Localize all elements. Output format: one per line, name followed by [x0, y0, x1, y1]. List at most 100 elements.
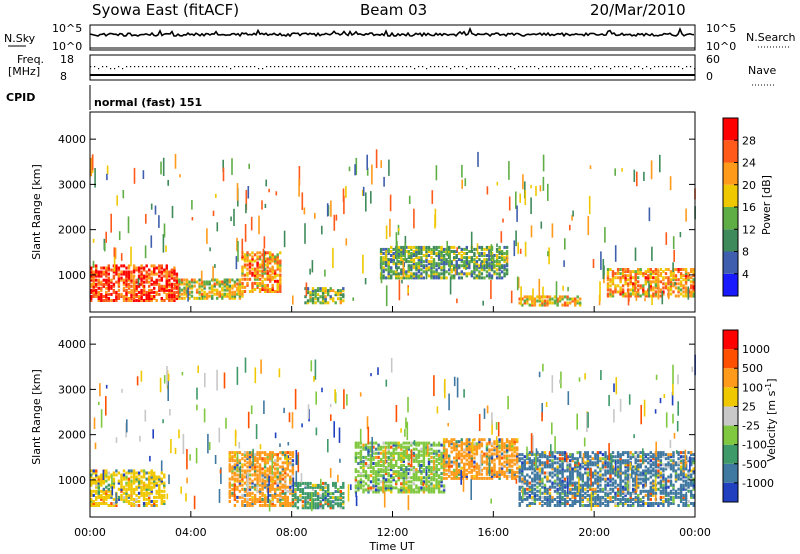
heatmap-cell [415, 245, 418, 249]
ytick-label: 4000 [58, 133, 86, 146]
heatmap-cell [475, 476, 479, 480]
heatmap-cell [120, 270, 123, 274]
heatmap-cell [327, 485, 330, 489]
heatmap-cell [387, 272, 390, 276]
heatmap-cell [503, 450, 506, 454]
heatmap-cell [294, 502, 297, 506]
heatmap-cell [390, 445, 393, 449]
heatmap-cell [606, 465, 610, 469]
heatmap-cell [107, 278, 110, 282]
heatmap-cell [168, 284, 171, 288]
heatmap-cell [390, 459, 393, 463]
heatmap-cell [417, 250, 421, 253]
heatmap-cell [420, 258, 423, 262]
heatmap-cell [473, 442, 476, 446]
heatmap-cell [596, 453, 600, 457]
heatmap-cell [488, 442, 491, 446]
heatmap-cell [372, 470, 375, 474]
heatmap-cell [266, 469, 269, 473]
heatmap-cell [599, 495, 602, 499]
heatmap-cell [107, 487, 110, 491]
heatmap-cell [445, 468, 448, 472]
heatmap-cell [263, 253, 267, 257]
heatmap-cell [243, 257, 247, 261]
heatmap-cell [382, 451, 385, 455]
heatmap-cell [401, 279, 403, 284]
heatmap-cell [332, 297, 335, 301]
heatmap-cell [437, 449, 441, 453]
heatmap-cell [500, 466, 504, 470]
heatmap-cell [644, 270, 647, 274]
heatmap-cell [450, 472, 453, 476]
heatmap-cell [148, 483, 151, 487]
heatmap-cell [430, 455, 433, 459]
heatmap-cell [314, 490, 317, 493]
heatmap-cell [319, 301, 322, 305]
heatmap-cell [382, 470, 385, 474]
heatmap-cell [243, 500, 247, 503]
heatmap-cell [160, 489, 163, 493]
heatmap-cell [337, 291, 340, 295]
heatmap-cell [420, 247, 423, 251]
heatmap-cell [384, 468, 388, 472]
heatmap-cell [251, 283, 254, 287]
heatmap-cell [158, 284, 161, 288]
heatmap-cell [495, 446, 499, 450]
heatmap-cell [170, 299, 174, 302]
nave-dot [622, 66, 624, 68]
heatmap-cell [269, 487, 272, 491]
heatmap-cell [122, 469, 126, 473]
heatmap-cell [616, 483, 620, 487]
heatmap-cell [241, 457, 244, 461]
heatmap-cell [125, 292, 128, 296]
heatmap-cell [442, 272, 446, 276]
heatmap-cell [420, 252, 423, 255]
heatmap-cell [425, 480, 428, 484]
heatmap-cell [200, 270, 203, 283]
heatmap-cell [309, 295, 312, 299]
heatmap-cell [422, 443, 426, 447]
heatmap-cell [125, 270, 128, 274]
heatmap-cell [311, 500, 315, 504]
heatmap-cell [440, 266, 443, 270]
heatmap-cell [460, 446, 463, 450]
heatmap-cell [642, 292, 645, 296]
heatmap-cell [390, 476, 393, 480]
heatmap-cell [407, 268, 410, 272]
heatmap-cell [148, 272, 151, 276]
heatmap-cell [485, 442, 489, 446]
heatmap-cell [256, 479, 259, 483]
heatmap-cell [669, 270, 673, 274]
heatmap-cell [461, 179, 463, 189]
heatmap-cell [606, 491, 610, 495]
heatmap-cell [566, 457, 569, 461]
heatmap-cell [400, 256, 403, 260]
heatmap-cell [203, 280, 206, 284]
heatmap-cell [432, 476, 436, 480]
heatmap-cell [150, 270, 153, 274]
heatmap-cell [677, 288, 680, 292]
heatmap-cell [402, 276, 405, 280]
heatmap-cell [448, 264, 451, 268]
heatmap-cell [296, 485, 300, 489]
heatmap-cell [137, 473, 141, 477]
heatmap-cell [251, 281, 254, 285]
heatmap-cell [440, 262, 443, 266]
heatmap-cell [402, 247, 405, 251]
heatmap-cell [105, 290, 108, 294]
heatmap-cell [228, 463, 231, 467]
heatmap-cell [455, 250, 458, 253]
heatmap-cell [566, 461, 569, 465]
heatmap-cell [251, 288, 254, 291]
heatmap-cell [153, 477, 156, 481]
heatmap-cell [364, 472, 368, 476]
heatmap-cell [518, 497, 521, 501]
heatmap-cell [473, 258, 476, 262]
heatmap-cell [160, 297, 163, 300]
heatmap-cell [316, 504, 320, 508]
heatmap-cell [162, 157, 165, 176]
heatmap-cell [137, 278, 140, 286]
heatmap-cell [493, 462, 496, 466]
heatmap-cell [241, 269, 244, 273]
heatmap-cell [183, 292, 186, 296]
